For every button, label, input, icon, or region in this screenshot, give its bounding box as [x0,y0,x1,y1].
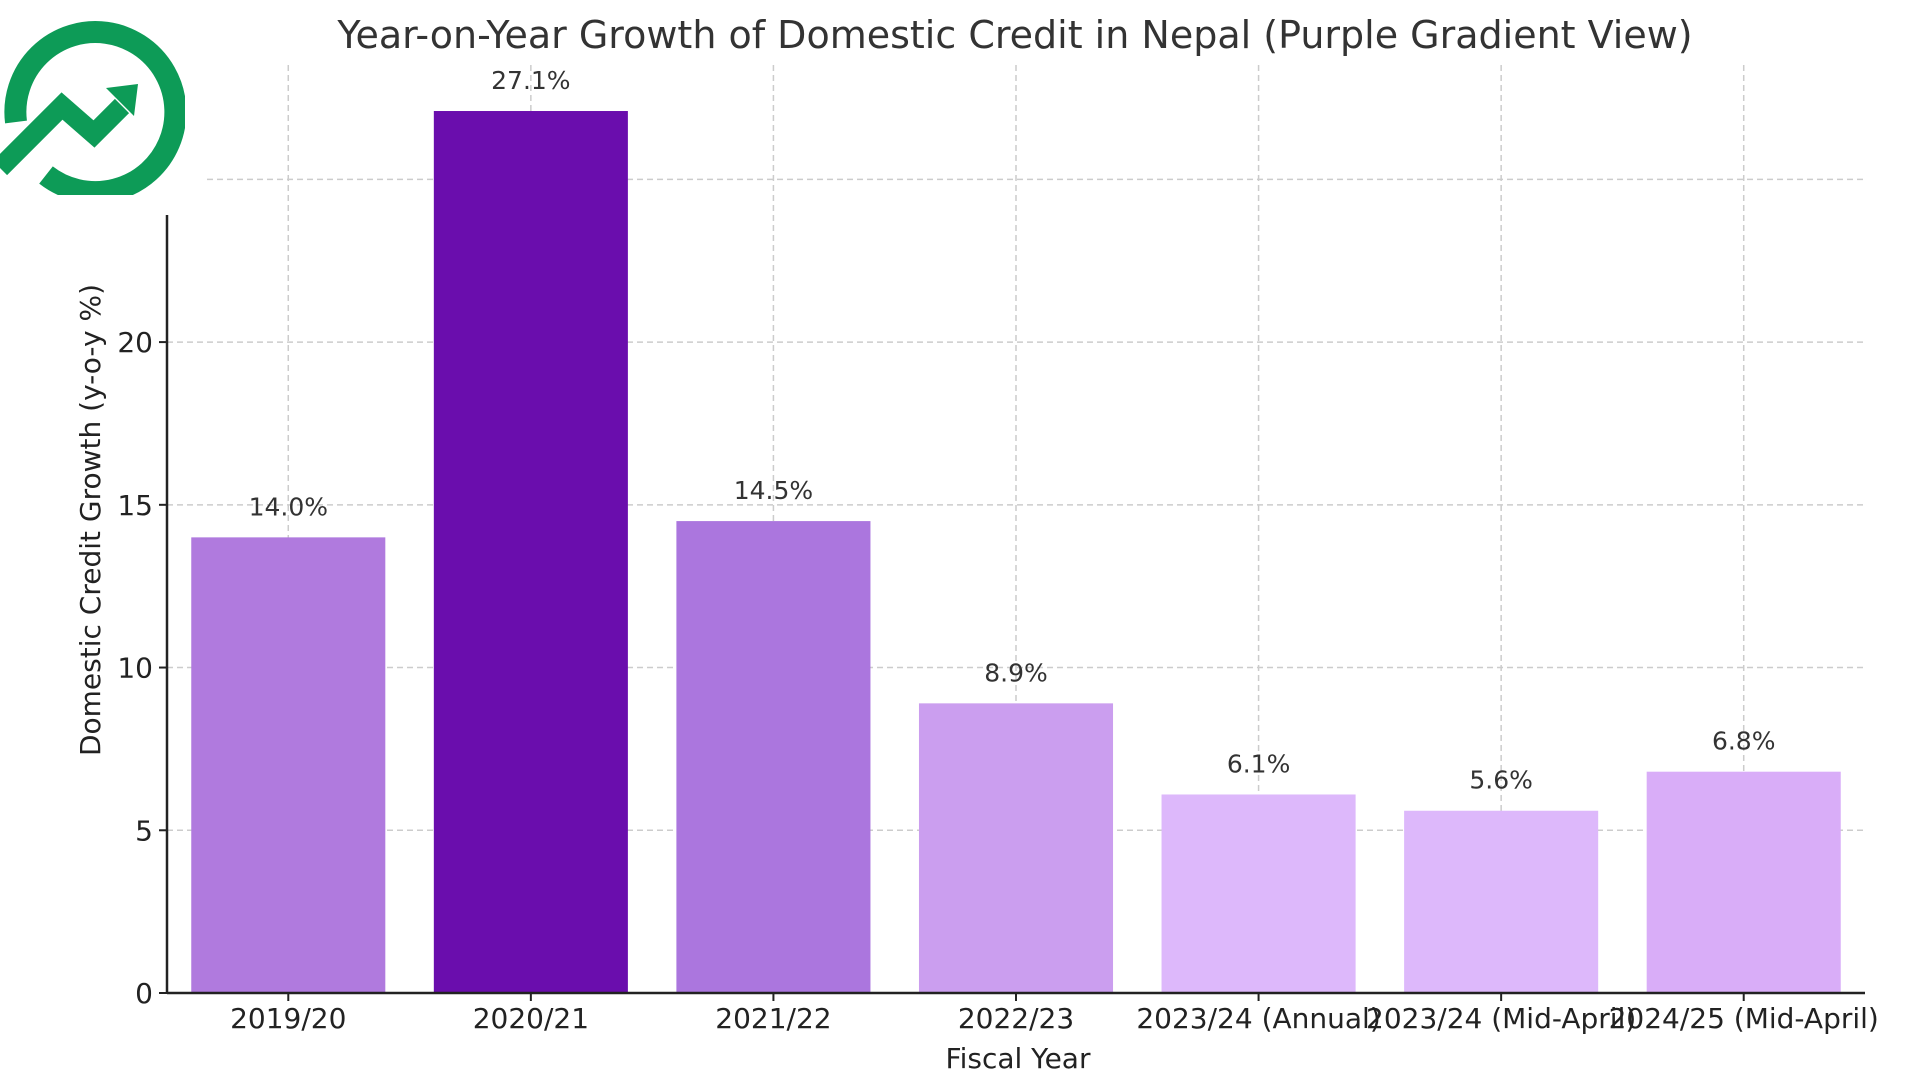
chart-title: Year-on-Year Growth of Domestic Credit i… [336,13,1692,57]
bar-3 [676,521,871,993]
bar-4 [918,703,1114,993]
x-tick-label: 2020/21 [473,1002,589,1035]
bar-5 [1161,794,1356,993]
bar-7 [1646,771,1841,993]
growth-chart-logo [0,21,185,195]
x-tick-label: 2019/20 [230,1002,346,1035]
data-label: 6.8% [1712,727,1776,756]
axes-group: 0 5 10 15 20 2019/20 2020/21 2021/22 2022/23 2023… [117,215,1879,1035]
data-label: 8.9% [984,658,1048,687]
bar-2 [433,111,628,993]
data-label: 27.1% [491,66,570,95]
data-label: 5.6% [1469,766,1533,795]
x-tick-label: 2023/24 (Mid-April) [1366,1002,1636,1035]
bar-1 [191,537,386,993]
data-labels-group: 14.0% 27.1% 14.5% 8.9% 6.1% 5.6% 6.8% [249,66,1776,795]
bar-6 [1404,810,1599,993]
data-label: 6.1% [1227,749,1291,778]
y-tick-label: 15 [117,489,153,522]
x-axis-label: Fiscal Year [946,1042,1091,1075]
data-label: 14.5% [734,476,813,505]
y-axis-label: Domestic Credit Growth (y-o-y %) [74,284,107,756]
y-tick-label: 0 [135,977,153,1010]
y-tick-label: 5 [135,814,153,847]
data-label: 14.0% [249,492,328,521]
y-tick-label: 20 [117,326,153,359]
bars-group [191,111,1841,993]
x-tick-label: 2022/23 [958,1002,1074,1035]
x-tick-label: 2024/25 (Mid-April) [1609,1002,1879,1035]
y-tick-label: 10 [117,652,153,685]
x-tick-label: 2023/24 (Annual) [1136,1002,1380,1035]
x-tick-label: 2021/22 [715,1002,831,1035]
